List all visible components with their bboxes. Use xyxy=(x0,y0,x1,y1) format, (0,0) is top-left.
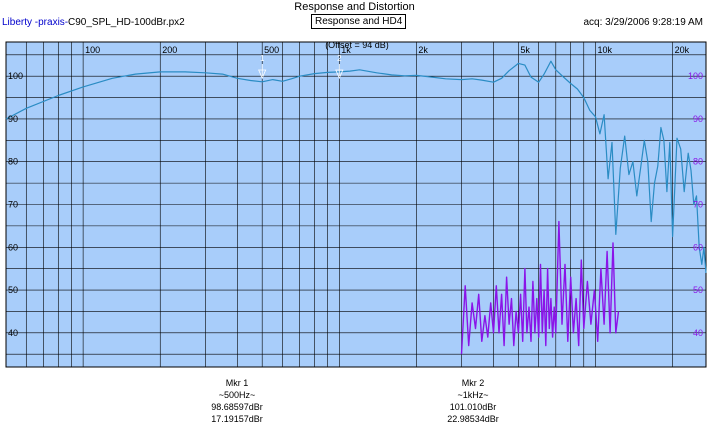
marker-2-name: Mkr 2 xyxy=(461,378,485,388)
acquisition-timestamp: acq: 3/29/2006 9:28:19 AM xyxy=(583,17,703,28)
x-tick-label: 10k xyxy=(597,45,612,55)
app-name: Liberty -praxis- xyxy=(2,17,69,28)
y-tick-label-right: 60 xyxy=(693,242,703,252)
y-tick-label-right: 80 xyxy=(693,157,703,167)
x-tick-label: 20k xyxy=(675,45,690,55)
file-name: C90_SPL_HD-100dBr.px2 xyxy=(68,17,185,28)
response-chart: 100 200 500 1k 2k 5k 10k 20k 40 40 50 50 60 60 70 70 80 8… xyxy=(5,40,707,368)
x-tick-label: 200 xyxy=(162,45,177,55)
marker-2-level: 101.010dBr xyxy=(449,402,497,412)
marker-number-1: 1 xyxy=(260,54,265,63)
grid xyxy=(6,42,706,367)
y-tick-label-left: 60 xyxy=(8,242,18,252)
marker-arrow-1 xyxy=(258,69,267,79)
y-tick-label-left: 90 xyxy=(8,114,18,124)
y-tick-label-right: 50 xyxy=(693,285,703,295)
marker-1-distortion: 17.19157dBr xyxy=(211,414,263,424)
y-tick-label-left: 80 xyxy=(8,157,18,167)
y-tick-label-right: 40 xyxy=(693,328,703,338)
y-tick-label-left: 50 xyxy=(8,285,18,295)
series-line-2 xyxy=(460,220,620,355)
x-tick-label: 2k xyxy=(418,45,428,55)
marker-1-level: 98.68597dBr xyxy=(211,402,263,412)
y-tick-label-left: 100 xyxy=(8,71,23,81)
y-tick-label-right: 90 xyxy=(693,114,703,124)
chart-title: Response and Distortion xyxy=(294,1,415,13)
y-tick-label-right: 100 xyxy=(688,71,703,81)
x-tick-label: 5k xyxy=(520,45,530,55)
y-tick-label-right: 70 xyxy=(693,200,703,210)
marker-2-readout: Mkr 2 ~1kHz~ 101.010dBr 22.98534dBr xyxy=(393,377,553,425)
marker-arrow-2 xyxy=(335,69,344,79)
series-layer xyxy=(5,60,707,355)
series-line-1 xyxy=(5,60,707,273)
marker-1-readout: Mkr 1 ~500Hz~ 98.68597dBr 17.19157dBr xyxy=(157,377,317,425)
marker-2-freq: ~1kHz~ xyxy=(457,390,489,400)
marker-number-2: 2 xyxy=(337,54,342,63)
tick-labels: 100 200 500 1k 2k 5k 10k 20k 40 40 50 50 60 60 70 70 80 8… xyxy=(8,45,703,338)
y-tick-label-left: 70 xyxy=(8,200,18,210)
x-tick-label: 100 xyxy=(85,45,100,55)
x-tick-label: 1k xyxy=(341,45,351,55)
marker-1-freq: ~500Hz~ xyxy=(218,390,256,400)
offset-annotation: (Offset = 94 dB) xyxy=(325,40,389,50)
marker-2-distortion: 22.98534dBr xyxy=(447,414,499,424)
mode-selector[interactable]: Response and HD4 xyxy=(311,14,407,29)
marker-1-name: Mkr 1 xyxy=(225,378,249,388)
y-tick-label-left: 40 xyxy=(8,328,18,338)
x-tick-label: 500 xyxy=(264,45,279,55)
